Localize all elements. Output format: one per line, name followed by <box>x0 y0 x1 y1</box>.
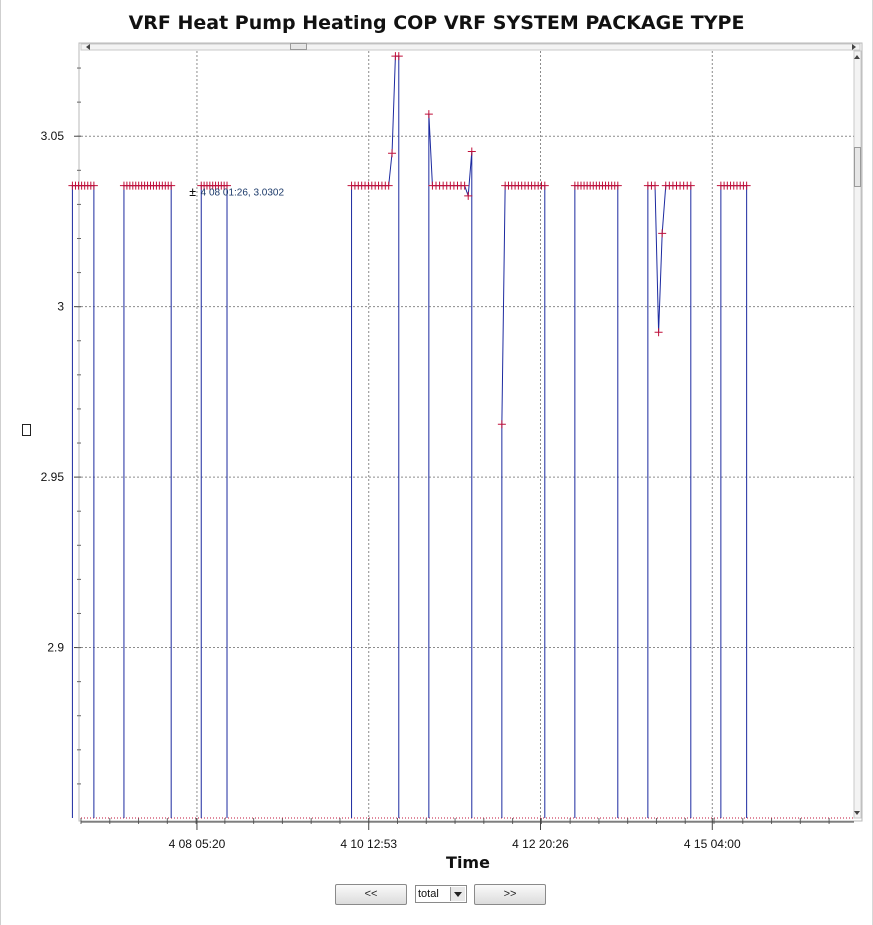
plot-area <box>81 51 854 818</box>
chevron-down-icon[interactable] <box>450 887 465 901</box>
data-point-marker <box>742 181 751 190</box>
y-axis-label <box>22 424 31 436</box>
scroll-up-icon <box>854 55 860 59</box>
data-point-marker <box>497 420 506 429</box>
x-tick-label: 4 08 05:20 <box>169 837 226 851</box>
data-point-marker <box>686 181 695 190</box>
data-point-marker <box>540 181 549 190</box>
data-point-marker <box>613 181 622 190</box>
data-point-marker <box>89 181 98 190</box>
data-point-marker <box>464 191 473 200</box>
plot-frame <box>78 42 863 822</box>
data-point-marker <box>388 149 397 158</box>
data-point-marker <box>167 181 176 190</box>
data-point-marker <box>384 181 393 190</box>
data-point-marker <box>467 147 476 156</box>
horizontal-scroll-thumb[interactable] <box>290 43 307 50</box>
x-tick-label: 4 12 20:26 <box>512 837 569 851</box>
annotation-marker <box>189 188 196 196</box>
period-select[interactable]: total <box>415 885 467 903</box>
data-point-marker <box>658 229 667 238</box>
data-point-marker <box>424 110 433 119</box>
horizontal-scroll-track <box>80 43 861 51</box>
annotation-label: 4 08 01:26, 3.0302 <box>201 187 285 198</box>
vertical-scroll-track <box>853 50 862 819</box>
window-left-border <box>0 0 1 925</box>
data-point-marker <box>223 181 232 190</box>
data-point-marker <box>651 181 660 190</box>
data-point-marker <box>394 52 403 61</box>
y-tick-label: 2.95 <box>41 470 65 484</box>
y-tick-label: 3 <box>57 300 64 314</box>
data-point-marker <box>460 181 469 190</box>
x-tick-label: 4 15 04:00 <box>684 837 741 851</box>
scroll-down-icon <box>854 811 860 815</box>
y-tick-label: 3.05 <box>41 129 65 143</box>
scroll-left-icon <box>86 44 90 50</box>
x-axis-label: Time <box>446 853 490 872</box>
x-tick-label: 4 10 12:53 <box>340 837 397 851</box>
scroll-right-icon <box>852 44 856 50</box>
chart-title: VRF Heat Pump Heating COP VRF SYSTEM PAC… <box>128 12 745 34</box>
data-point-marker <box>654 328 663 337</box>
prev-button[interactable]: << <box>335 884 407 905</box>
vertical-scroll-thumb[interactable] <box>854 147 861 187</box>
period-select-value: total <box>418 888 439 900</box>
next-button[interactable]: >> <box>474 884 546 905</box>
y-tick-label: 2.9 <box>47 641 64 655</box>
